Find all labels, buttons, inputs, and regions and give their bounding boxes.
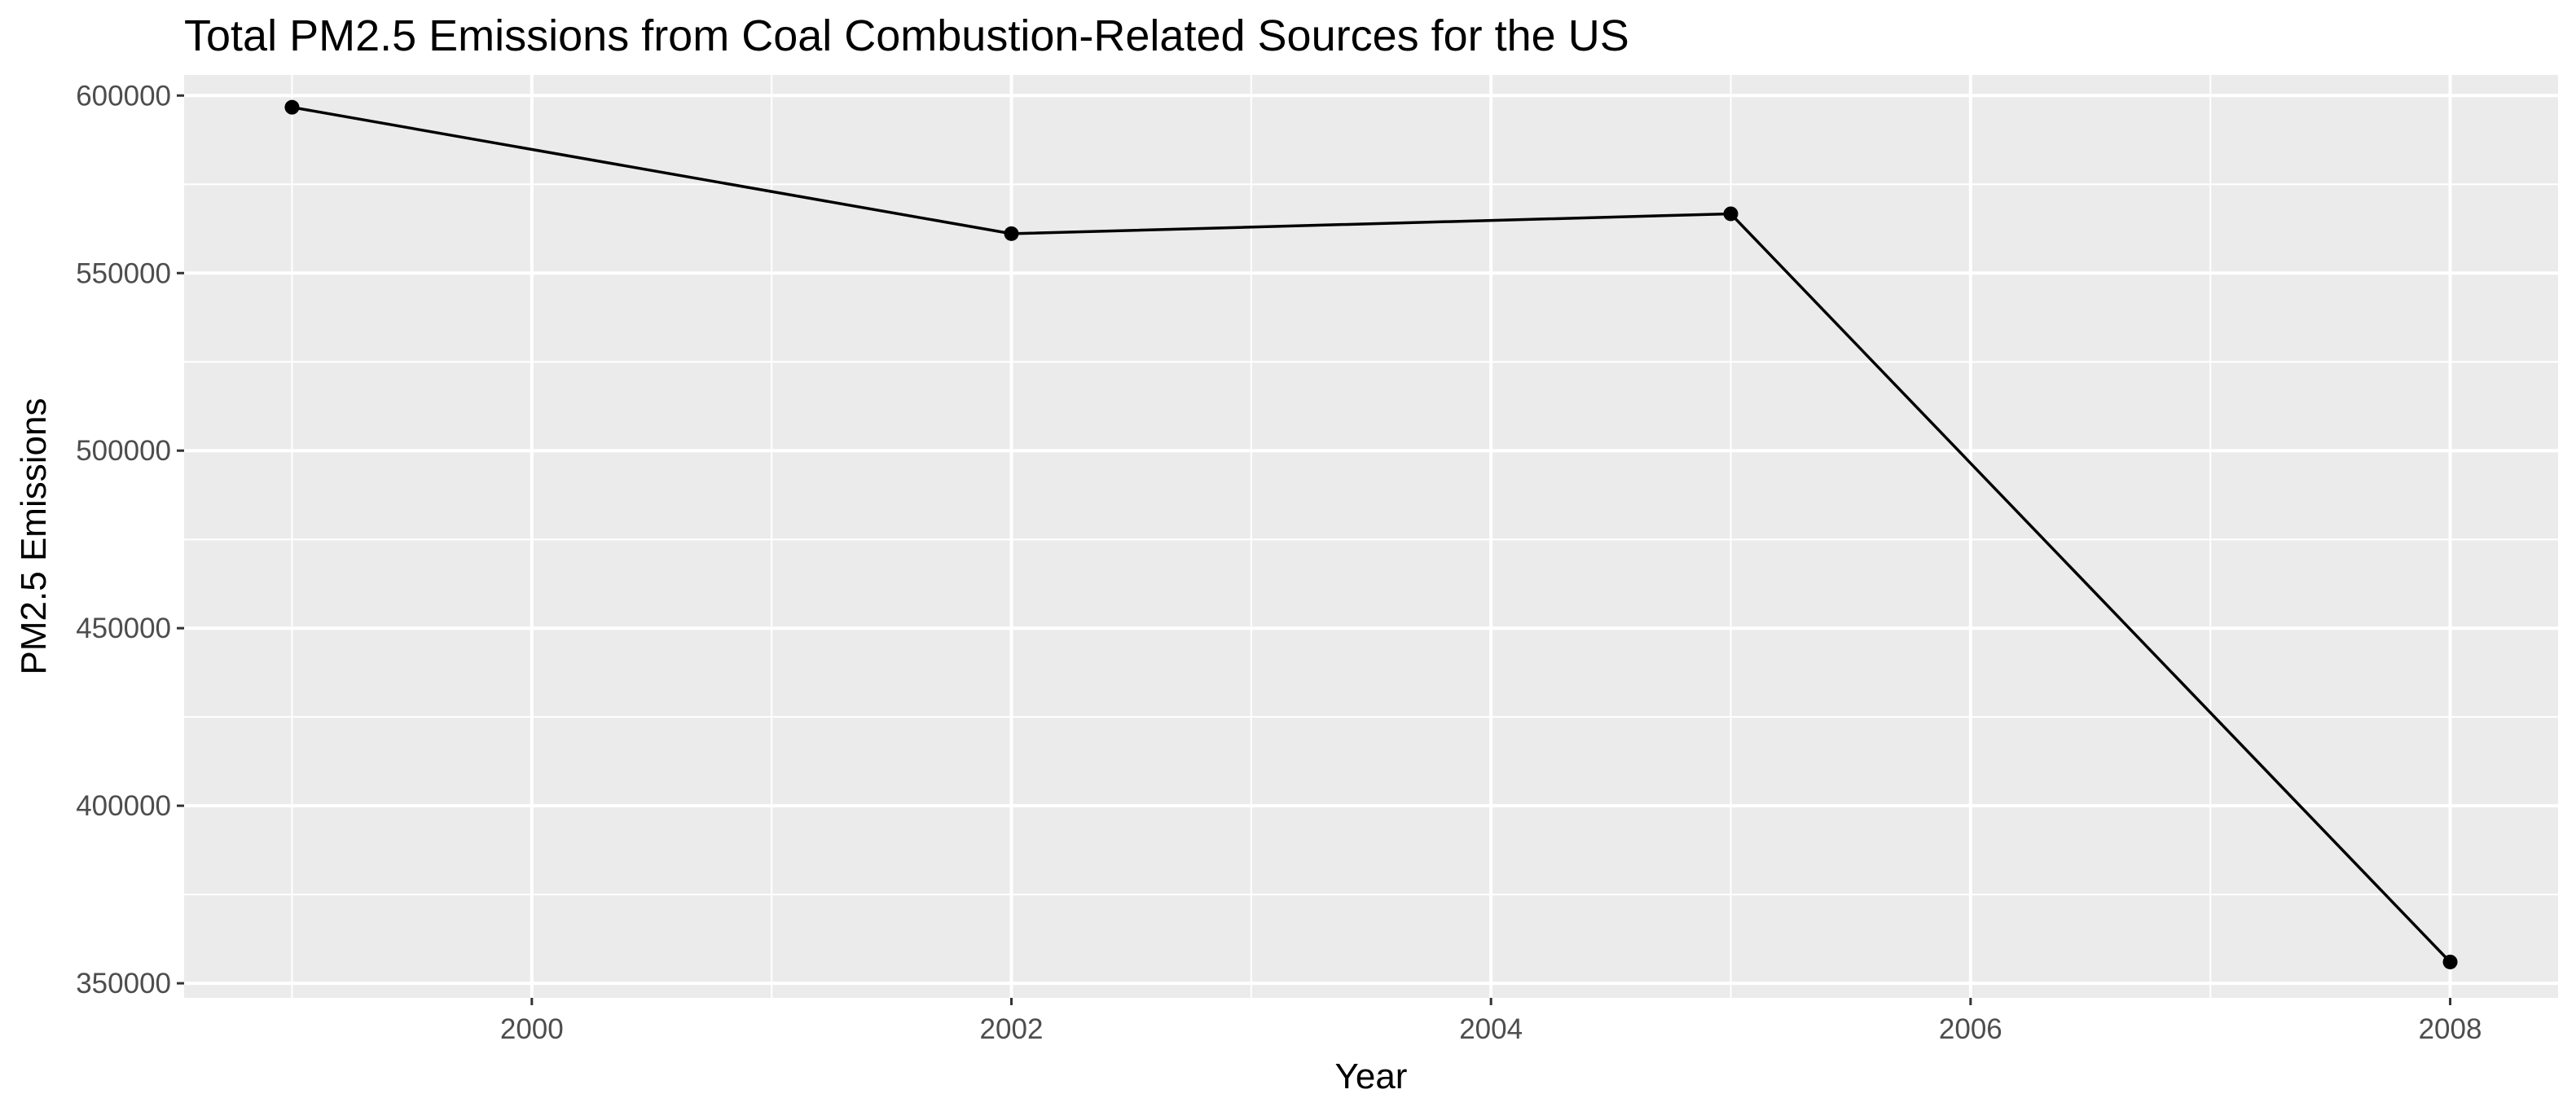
chart-title: Total PM2.5 Emissions from Coal Combusti… <box>184 11 1629 60</box>
minor-gridlines <box>184 75 2558 998</box>
data-point <box>1723 206 1739 222</box>
x-axis-title: Year <box>1335 1056 1408 1096</box>
x-tick-label: 2000 <box>500 1013 564 1045</box>
y-tick-label: 400000 <box>76 790 171 822</box>
series-group <box>284 99 2458 969</box>
data-point <box>284 99 300 115</box>
y-tick-label: 550000 <box>76 257 171 289</box>
x-tick-label: 2004 <box>1459 1013 1523 1045</box>
x-tick-label: 2006 <box>1939 1013 2002 1045</box>
plot-panel-background <box>184 75 2558 998</box>
y-axis: 350000 400000 450000 500000 550000 600000 <box>76 80 184 999</box>
y-tick-label: 450000 <box>76 613 171 644</box>
y-tick-label: 500000 <box>76 435 171 467</box>
data-point <box>2442 954 2458 969</box>
series-line <box>292 105 2451 964</box>
plot-panel <box>184 75 2558 998</box>
y-axis-title: PM2.5 Emissions <box>14 398 54 675</box>
y-tick-label: 600000 <box>76 80 171 112</box>
x-axis: 2000 2002 2004 2006 2008 <box>500 998 2482 1045</box>
y-tick-label: 350000 <box>76 968 171 999</box>
x-tick-label: 2002 <box>980 1013 1044 1045</box>
x-tick-label: 2008 <box>2419 1013 2482 1045</box>
data-point <box>1004 226 1019 241</box>
